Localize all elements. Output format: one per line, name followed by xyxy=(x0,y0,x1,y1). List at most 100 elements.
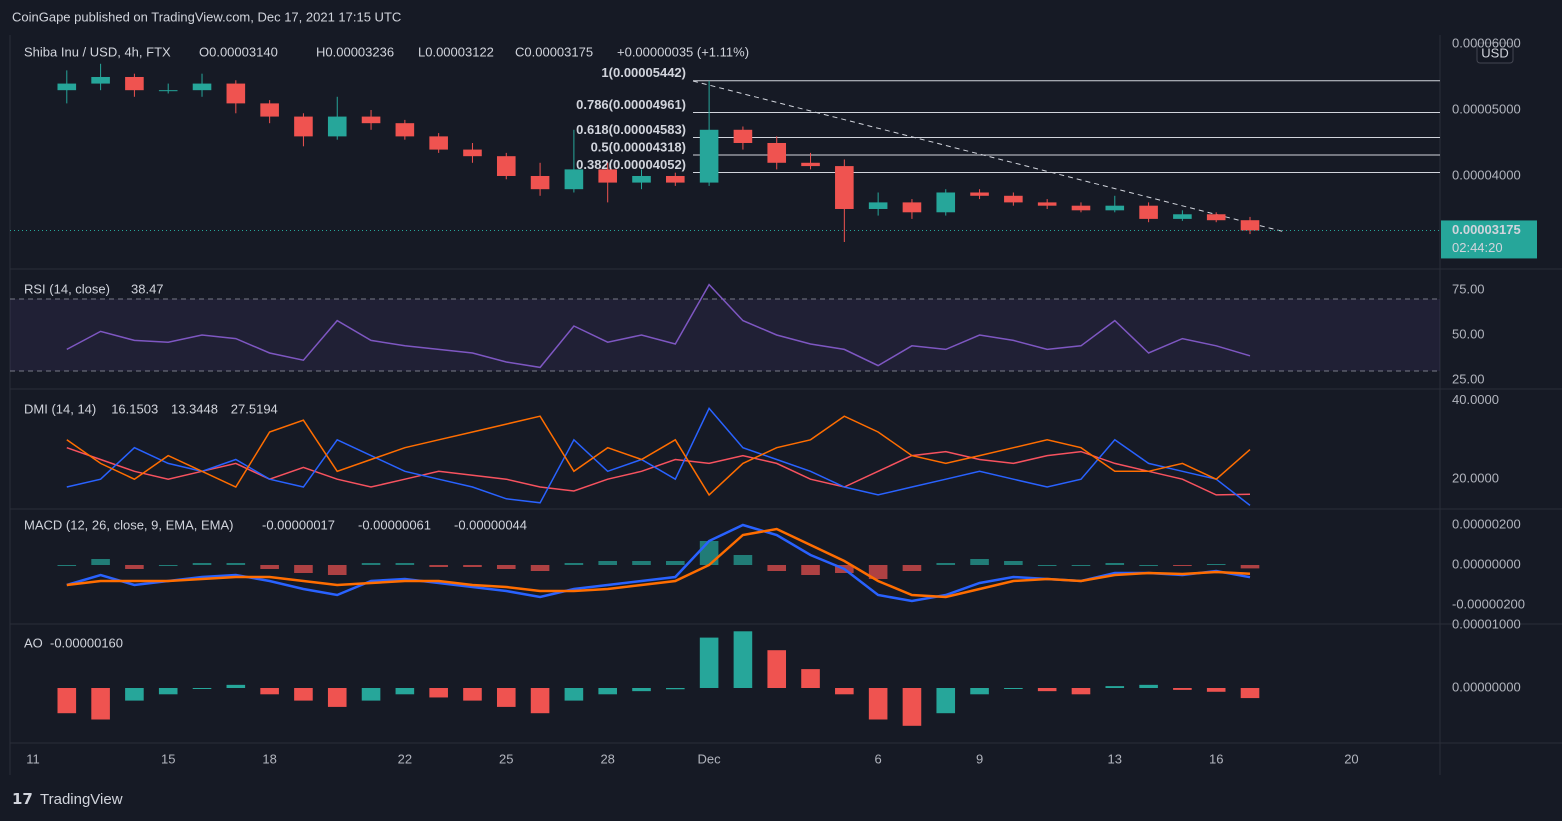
ao-bar xyxy=(564,688,584,701)
y-tick-label: 0.00005000 xyxy=(1452,101,1521,116)
ao-bar xyxy=(361,688,381,701)
candle-body xyxy=(361,116,381,124)
candle-body xyxy=(970,192,989,196)
y-tick-label: 0.00006000 xyxy=(1452,35,1521,50)
legend-text: L0.00003122 xyxy=(418,44,494,59)
x-tick-label: 25 xyxy=(499,751,513,766)
ao-bar xyxy=(1240,688,1260,699)
candle-body xyxy=(1206,214,1226,221)
candle-body xyxy=(192,83,212,91)
ao-bar xyxy=(429,688,448,698)
y-tick-label: 0.00000000 xyxy=(1452,679,1521,694)
rsi-band xyxy=(10,298,1440,372)
ao-bar xyxy=(327,688,347,707)
histogram-bar xyxy=(1037,565,1057,566)
candle-body xyxy=(91,76,110,84)
candle-body xyxy=(57,83,77,91)
candle-body xyxy=(496,156,516,176)
candle-body xyxy=(1240,220,1260,231)
candle-body xyxy=(564,169,584,190)
histogram-bar xyxy=(125,565,144,569)
candle-body xyxy=(632,175,651,183)
footer-brand: TradingView xyxy=(40,791,123,808)
ao-bar xyxy=(463,688,482,701)
legend-text: O0.00003140 xyxy=(199,44,278,59)
ao-bar xyxy=(226,684,246,689)
y-tick-label: 0.00001000 xyxy=(1452,616,1521,631)
series-line xyxy=(66,415,1251,497)
ao-bar xyxy=(496,688,516,707)
histogram-bar xyxy=(530,565,550,571)
candle-body xyxy=(395,123,415,137)
ao-bar xyxy=(1004,688,1023,690)
x-tick-label: 13 xyxy=(1108,751,1122,766)
ao-bar xyxy=(868,688,888,720)
legend-value: -0.00000061 xyxy=(358,517,431,532)
currency: USD xyxy=(1481,45,1508,60)
trend-line xyxy=(692,80,1286,233)
pane-title: MACD (12, 26, close, 9, EMA, EMA) xyxy=(24,517,234,532)
y-tick-label: 0.00004000 xyxy=(1452,167,1521,182)
candle-body xyxy=(666,175,685,183)
legend-value: -0.00000044 xyxy=(454,517,527,532)
legend-value: -0.00000160 xyxy=(50,635,123,650)
histogram-bar xyxy=(1004,561,1023,565)
series-line xyxy=(66,407,1251,506)
ao-bar xyxy=(192,688,212,690)
x-tick-label: Dec xyxy=(698,751,722,766)
x-tick-label: 22 xyxy=(398,751,412,766)
ao-bar xyxy=(598,688,617,695)
histogram-bar xyxy=(1071,565,1091,566)
histogram-bar xyxy=(395,563,415,565)
legend-value: 27.5194 xyxy=(231,401,278,416)
currency-badge xyxy=(1476,42,1514,64)
histogram-bar xyxy=(902,565,922,571)
legend-value: 38.47 xyxy=(131,281,164,296)
fib-label: 0.5(0.00004318) xyxy=(591,139,686,154)
pane-title: DMI (14, 14) xyxy=(24,401,96,416)
pane-title: RSI (14, close) xyxy=(24,281,110,296)
y-tick-label: -0.00000200 xyxy=(1452,596,1525,611)
ao-bar xyxy=(632,688,651,692)
histogram-bar xyxy=(1139,565,1158,566)
histogram-bar xyxy=(598,561,617,565)
ao-bar xyxy=(530,688,550,714)
ao-bar xyxy=(970,688,989,695)
candle-body xyxy=(733,129,753,143)
histogram-bar xyxy=(429,565,448,567)
fib-label: 0.618(0.00004583) xyxy=(576,122,686,137)
countdown: 02:44:20 xyxy=(1452,240,1503,255)
candle-body xyxy=(936,192,956,213)
histogram-bar xyxy=(57,565,77,566)
x-tick-label: 11 xyxy=(26,751,40,766)
histogram-bar xyxy=(294,565,313,573)
histogram-bar xyxy=(801,565,820,575)
candle-body xyxy=(902,202,922,213)
candle-body xyxy=(294,116,313,137)
ao-bar xyxy=(1071,688,1091,695)
histogram-bar xyxy=(564,563,584,565)
candle-body xyxy=(327,116,347,137)
histogram-bar xyxy=(463,565,482,567)
candle-body xyxy=(1139,205,1158,219)
fib-label: 0.786(0.00004961) xyxy=(576,97,686,112)
x-tick-label: 9 xyxy=(976,751,983,766)
legend-value: 16.1503 xyxy=(111,401,158,416)
last-price-box xyxy=(1441,220,1537,259)
histogram-bar xyxy=(868,565,888,579)
ao-bar xyxy=(1139,684,1158,689)
x-tick-label: 20 xyxy=(1344,751,1358,766)
ao-bar xyxy=(1206,688,1226,692)
y-tick-label: 25.00 xyxy=(1452,371,1485,386)
ao-bar xyxy=(158,688,178,695)
histogram-bar xyxy=(1240,565,1260,569)
candle-body xyxy=(801,162,820,167)
histogram-bar xyxy=(91,559,110,565)
legend-value: 13.3448 xyxy=(171,401,218,416)
series-line xyxy=(66,283,1251,369)
ao-bar xyxy=(125,688,144,701)
ao-bar xyxy=(1173,688,1192,690)
candle-body xyxy=(835,166,854,209)
ao-bar xyxy=(801,669,820,689)
